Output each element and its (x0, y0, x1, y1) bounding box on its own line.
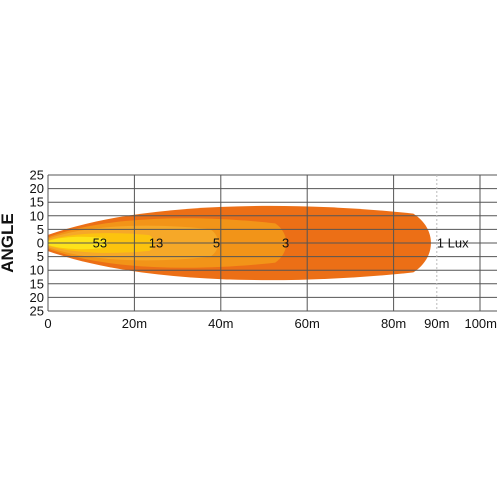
beam-value-labels: 1 Lux 3 5 13 53 (93, 236, 469, 251)
x-tick-label: 100m (464, 316, 497, 331)
beam-label: 1 Lux (437, 236, 469, 251)
y-tick-label: 0 (37, 236, 44, 251)
x-tick-label: 80m (381, 316, 406, 331)
x-tick-label: 20m (122, 316, 147, 331)
beam-label: 3 (282, 236, 289, 251)
y-tick-label: 25 (30, 168, 44, 183)
y-tick-label: 10 (30, 208, 44, 223)
beam-label: 53 (93, 236, 107, 251)
y-tick-label: 25 (30, 304, 44, 319)
x-tick-label: 0 (44, 316, 51, 331)
y-tick-label: 5 (37, 249, 44, 264)
y-axis-title: ANGLE (0, 213, 17, 273)
x-tick-labels: 0 20m 40m 60m 80m 90m 100m (44, 316, 497, 331)
y-tick-label: 15 (30, 195, 44, 210)
beam-label: 5 (213, 236, 220, 251)
x-tick-label: 90m (424, 316, 449, 331)
y-tick-label: 5 (37, 222, 44, 237)
grid-lines (47, 174, 497, 312)
y-tick-label: 10 (30, 263, 44, 278)
y-tick-label: 15 (30, 276, 44, 291)
y-tick-label: 20 (30, 290, 44, 305)
x-tick-label: 40m (208, 316, 233, 331)
beam-label: 13 (149, 236, 163, 251)
y-tick-label: 20 (30, 181, 44, 196)
x-tick-label: 60m (295, 316, 320, 331)
